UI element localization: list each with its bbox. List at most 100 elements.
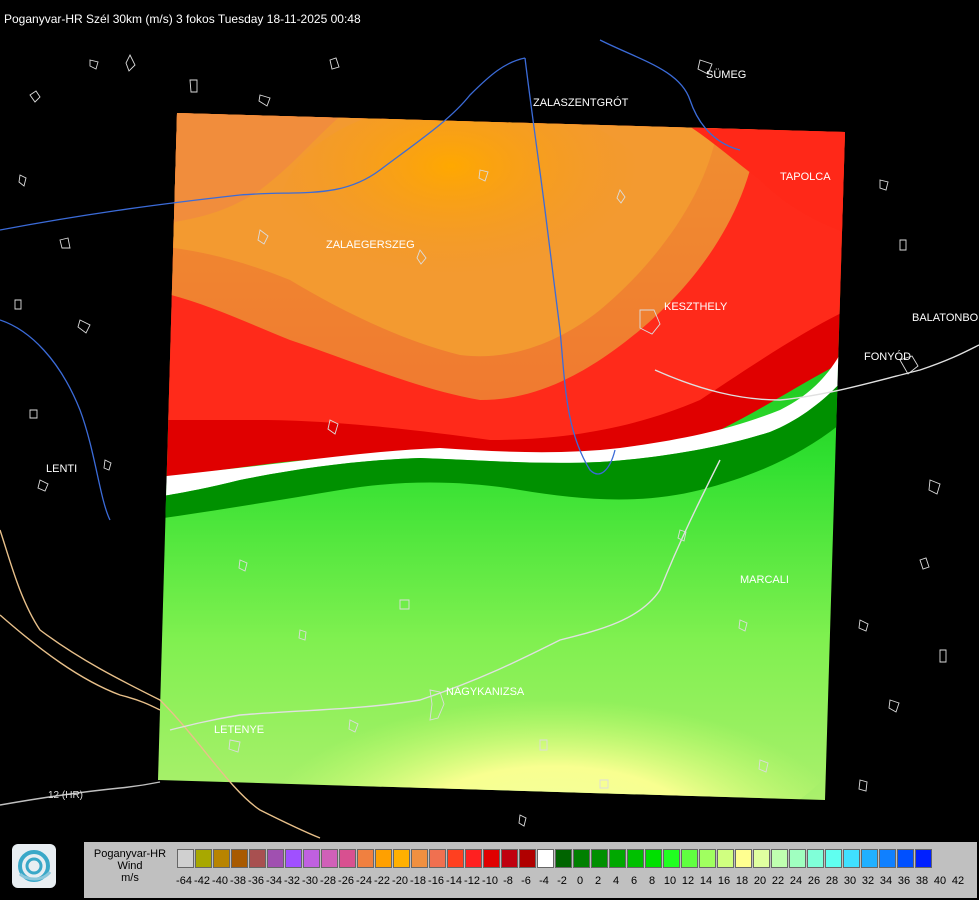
city-label-tapolca: TAPOLCA [780,171,831,183]
legend-swatch [591,849,608,868]
legend-tick-label: 32 [861,875,875,887]
legend-swatch [609,849,626,868]
legend-tick-label: -42 [194,875,210,887]
legend-tick-label: -18 [410,875,426,887]
legend-tick-label: -28 [320,875,336,887]
legend-swatch [699,849,716,868]
legend-swatch [627,849,644,868]
legend-quantity: Wind [117,860,143,872]
legend-swatch [915,849,932,868]
city-label-marcali: MARCALI [740,574,789,586]
legend-swatch [465,849,482,868]
legend-swatch [663,849,680,868]
legend-tick-label: 16 [717,875,731,887]
city-label-lenti: LENTI [46,463,77,475]
legend-swatch [231,849,248,868]
legend-swatch [753,849,770,868]
legend-tick-label: 22 [771,875,785,887]
legend-swatch [825,849,842,868]
legend-tick-label: 36 [897,875,911,887]
legend-swatches [177,849,933,869]
city-label-balatonbo: BALATONBO [912,312,979,324]
legend-swatch [681,849,698,868]
legend-swatch [303,849,320,868]
legend-tick-label: -36 [248,875,264,887]
legend-tick-label: 14 [699,875,713,887]
legend-tick-label: 8 [648,875,656,887]
roads [0,344,979,839]
legend-source: Poganyvar-HR [93,848,167,860]
legend-swatch [357,849,374,868]
legend-tick-label: -12 [464,875,480,887]
legend-tick-label: -16 [428,875,444,887]
legend-swatch [285,849,302,868]
legend-swatch [843,849,860,868]
legend-tick-label: -38 [230,875,246,887]
legend-swatch [411,849,428,868]
legend-swatch [537,849,554,868]
legend-tick-label: 20 [753,875,767,887]
legend-swatch [195,849,212,868]
legend-swatch [555,849,572,868]
legend-tick-label: -4 [539,875,549,887]
legend-tick-label: 2 [594,875,602,887]
legend-tick-label: 40 [933,875,947,887]
legend-tick-label: -64 [176,875,192,887]
legend-swatch [249,849,266,868]
legend-tick-label: 30 [843,875,857,887]
legend-tick-label: 26 [807,875,821,887]
legend-tick-label: 12 [681,875,695,887]
city-label-zalaszentgrot: ZALASZENTGRÓT [533,96,629,109]
legend-tick-label: 10 [663,875,677,887]
radar-map: SÜMEG ZALASZENTGRÓT TAPOLCA ZALAEGERSZEG… [0,39,979,839]
legend-tick-label: -6 [521,875,531,887]
legend-tick-label: -20 [392,875,408,887]
legend-tick-label: 24 [789,875,803,887]
legend-tick-label: -30 [302,875,318,887]
city-label-nagykanizsa: NAGYKANIZSA [446,686,525,698]
legend-tick-label: -22 [374,875,390,887]
legend-swatch [393,849,410,868]
legend-swatch [339,849,356,868]
city-label-letenye: LETENYE [214,724,264,736]
city-label-zalaegerszeg: ZALAEGERSZEG [326,239,415,251]
legend-swatch [861,849,878,868]
legend-tick-label: 6 [630,875,638,887]
legend-tick-label: 28 [825,875,839,887]
legend-swatch [375,849,392,868]
legend-swatch [879,849,896,868]
legend-tick-label: -26 [338,875,354,887]
legend-swatch [429,849,446,868]
legend-swatch [447,849,464,868]
radar-logo-icon [12,844,56,888]
legend-tick-label: 42 [951,875,965,887]
legend-swatch [789,849,806,868]
legend-tick-label: -34 [266,875,282,887]
legend-swatch [267,849,284,868]
map-title: Poganyvar-HR Szél 30km (m/s) 3 fokos Tue… [4,12,361,26]
color-legend: Poganyvar-HR Wind m/s -64 -42 -40 -38 -36 -34… [84,842,977,898]
legend-swatch [897,849,914,868]
legend-tick-label: -32 [284,875,300,887]
legend-swatch [213,849,230,868]
legend-swatch [717,849,734,868]
legend-tick-label: 34 [879,875,893,887]
city-label-keszthely: KESZTHELY [664,301,728,313]
legend-title: Poganyvar-HR Wind m/s [84,848,176,884]
city-label-fonyod: FONYÓD [864,350,911,363]
legend-tick-label: -8 [503,875,513,887]
legend-tick-label: -2 [557,875,567,887]
legend-tick-label: -24 [356,875,372,887]
city-label-sumeg: SÜMEG [706,69,746,81]
legend-tick-label: 38 [915,875,929,887]
legend-tick-label: -10 [482,875,498,887]
legend-swatch [321,849,338,868]
legend-swatch [573,849,590,868]
settlement-outlines [14,53,947,827]
legend-tick-label: 4 [612,875,620,887]
legend-tick-label: -14 [446,875,462,887]
legend-unit: m/s [121,872,139,884]
radar-overlay [158,113,845,800]
legend-swatch [519,849,536,868]
legend-swatch [645,849,662,868]
